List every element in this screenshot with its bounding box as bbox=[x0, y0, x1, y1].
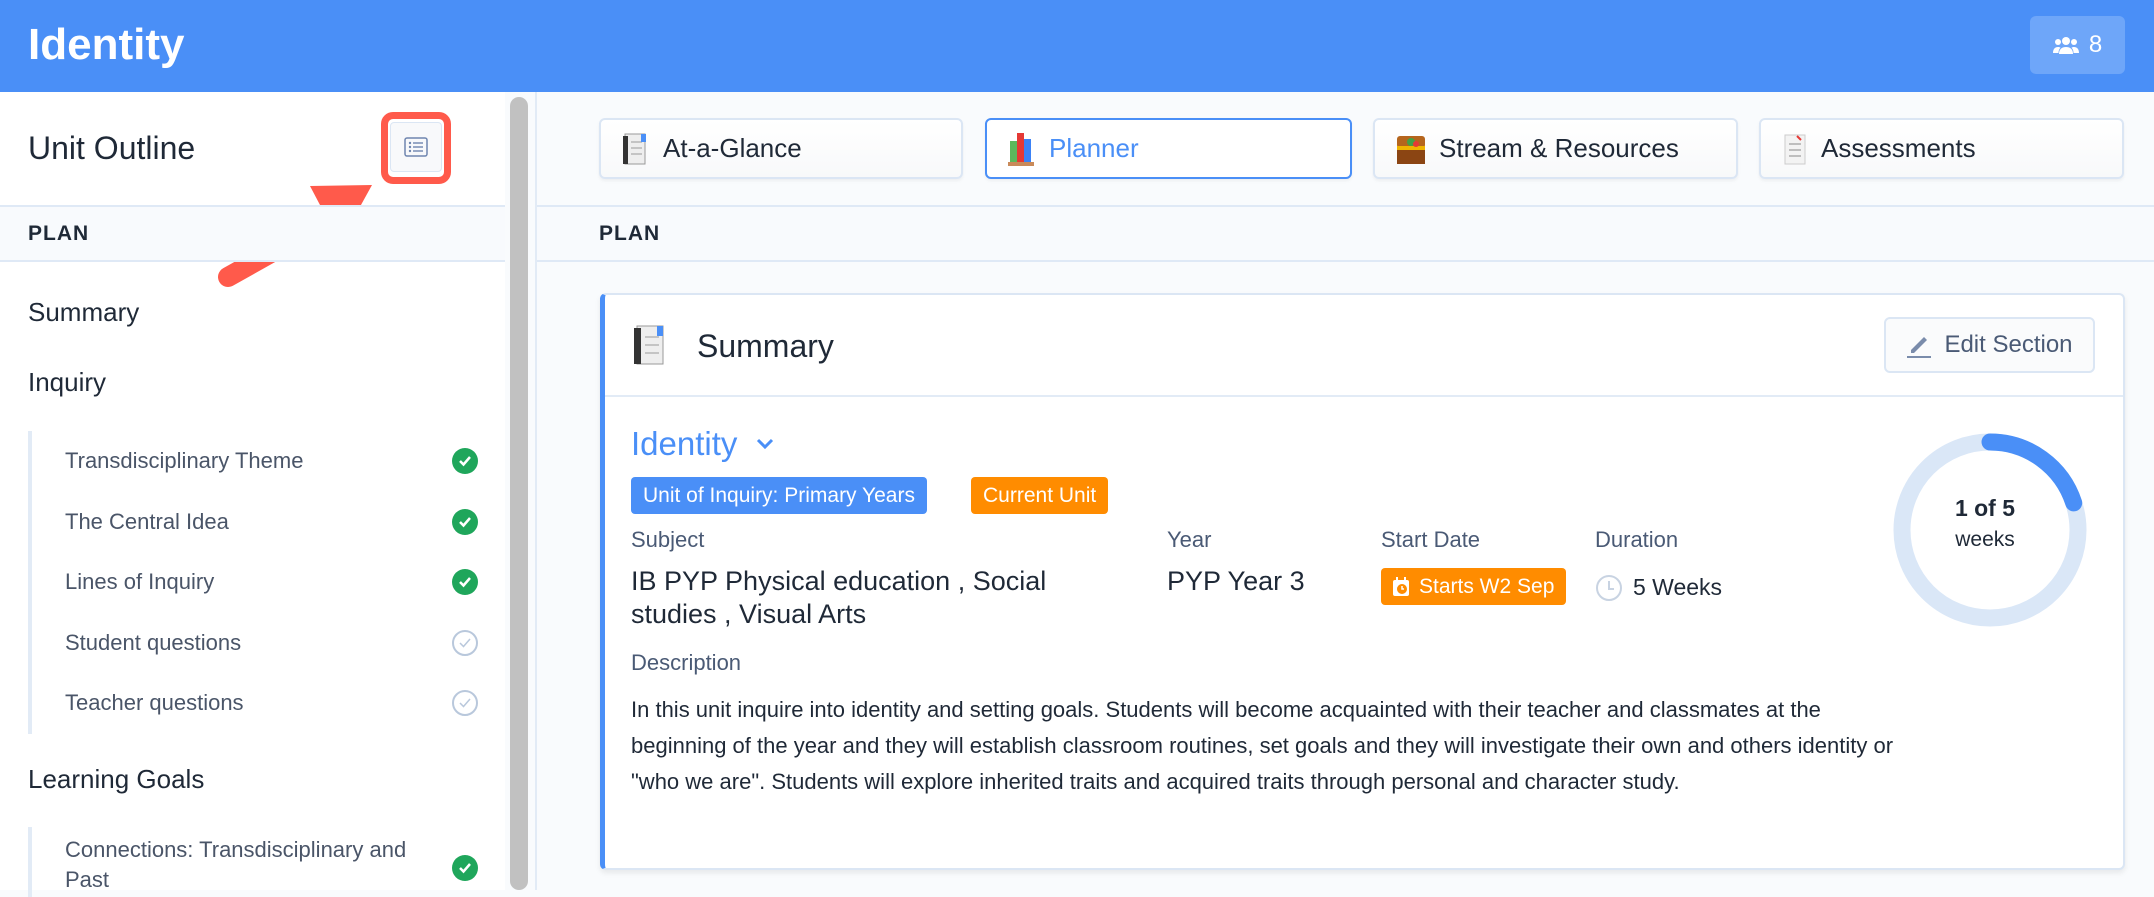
program-badge: Unit of Inquiry: Primary Years bbox=[631, 477, 927, 514]
tab-stream-resources[interactable]: Stream & Resources bbox=[1373, 118, 1738, 179]
subitem-label: The Central Idea bbox=[65, 508, 229, 534]
sidebar-title: Unit Outline bbox=[28, 130, 196, 166]
subitem-label: Connections: Transdisciplinary and Past bbox=[65, 837, 407, 892]
subitem-label: Teacher questions bbox=[65, 690, 244, 716]
tab-at-a-glance[interactable]: At-a-Glance bbox=[599, 118, 963, 179]
sidebar-subitem[interactable]: The Central Idea bbox=[32, 492, 478, 553]
sidebar-subitem[interactable]: Lines of Inquiry bbox=[32, 552, 478, 613]
clock-icon bbox=[1596, 574, 1622, 601]
sidebar-subitem[interactable]: Teacher questions bbox=[32, 673, 478, 734]
duration-label: Duration bbox=[1595, 527, 1679, 552]
subject-label: Subject bbox=[631, 527, 705, 552]
sidebar-subitem[interactable]: Connections: Transdisciplinary and Past bbox=[32, 827, 478, 895]
sidebar-item-inquiry[interactable]: Inquiry bbox=[28, 367, 107, 397]
outline-toggle-button[interactable] bbox=[390, 122, 442, 172]
inquiry-subitems: Transdisciplinary Theme The Central Idea… bbox=[28, 431, 478, 734]
check-incomplete-icon bbox=[452, 629, 478, 656]
divider bbox=[535, 92, 537, 890]
year-label: Year bbox=[1167, 527, 1212, 552]
progress-arc bbox=[1893, 433, 2087, 627]
pencil-icon bbox=[1907, 337, 1932, 358]
subitem-label: Lines of Inquiry bbox=[65, 569, 215, 595]
progress-unit: weeks bbox=[1955, 528, 2015, 551]
members-button[interactable]: 8 bbox=[2030, 16, 2125, 74]
sidebar-item-learning-goals[interactable]: Learning Goals bbox=[28, 764, 205, 794]
summary-card: Summary Edit Section Identity Unit of In… bbox=[600, 293, 2125, 870]
learning-goals-subitems: Connections: Transdisciplinary and Past bbox=[28, 827, 478, 897]
check-complete-icon bbox=[452, 855, 478, 881]
sidebar-scrollbar[interactable] bbox=[510, 97, 528, 890]
duration-value: 5 Weeks bbox=[1595, 571, 1722, 604]
members-count: 8 bbox=[2088, 31, 2103, 58]
card-header: Summary Edit Section bbox=[605, 295, 2123, 397]
unit-outline-sidebar: Unit Outline PLAN Summary Inquiry Transd… bbox=[0, 92, 505, 897]
description-label: Description bbox=[631, 650, 742, 675]
start-date-label: Start Date bbox=[1381, 527, 1481, 552]
edit-section-button[interactable]: Edit Section bbox=[1884, 317, 2095, 373]
check-complete-icon bbox=[452, 569, 478, 596]
sidebar-subitem[interactable]: Student questions bbox=[32, 613, 478, 674]
progress-label: 1 of 5 weeks bbox=[1920, 495, 2050, 552]
subitem-label: Student questions bbox=[65, 629, 242, 655]
card-title: Summary bbox=[697, 328, 834, 364]
sidebar-section-plan: PLAN bbox=[0, 205, 505, 262]
list-icon bbox=[404, 137, 428, 157]
tab-label: At-a-Glance bbox=[663, 133, 802, 163]
progress-count: 1 of 5 bbox=[1954, 495, 2016, 521]
tab-label: Planner bbox=[1049, 133, 1139, 163]
tab-assessments[interactable]: Assessments bbox=[1759, 118, 2124, 179]
tab-label: Assessments bbox=[1821, 133, 1976, 163]
current-unit-badge: Current Unit bbox=[971, 477, 1109, 514]
subitem-label: Transdisciplinary Theme bbox=[65, 448, 304, 474]
main-section-plan: PLAN bbox=[537, 205, 2154, 262]
year-value: PYP Year 3 bbox=[1167, 566, 1305, 596]
highlight-annotation bbox=[381, 112, 451, 184]
duration-text: 5 Weeks bbox=[1633, 574, 1723, 600]
subject-value: IB PYP Physical education , Social studi… bbox=[631, 566, 1047, 629]
sidebar-item-summary[interactable]: Summary bbox=[28, 297, 140, 327]
chevron-down-icon bbox=[757, 438, 774, 450]
calendar-clock-icon bbox=[1393, 576, 1409, 596]
notebook-icon bbox=[623, 133, 646, 164]
tab-planner[interactable]: Planner bbox=[985, 118, 1352, 179]
treasure-chest-icon bbox=[1397, 135, 1425, 164]
sidebar-subitem[interactable]: Transdisciplinary Theme bbox=[32, 431, 478, 492]
start-date-value: Starts W2 Sep bbox=[1419, 575, 1555, 598]
check-complete-icon bbox=[452, 508, 478, 535]
check-complete-icon bbox=[452, 448, 478, 475]
books-icon bbox=[1008, 132, 1034, 166]
unit-title: Identity bbox=[28, 20, 185, 69]
checklist-icon bbox=[1784, 134, 1806, 164]
edit-label: Edit Section bbox=[1944, 331, 2073, 358]
progress-ring bbox=[1893, 433, 2087, 627]
notebook-icon bbox=[634, 325, 664, 365]
start-date-badge: Starts W2 Sep bbox=[1381, 568, 1567, 605]
check-incomplete-icon bbox=[452, 690, 478, 717]
app-header: Identity 8 bbox=[0, 0, 2154, 92]
description-text: In this unit inquire into identity and s… bbox=[631, 697, 1894, 794]
users-icon bbox=[2052, 37, 2079, 54]
unit-selector[interactable]: Identity bbox=[631, 425, 775, 463]
unit-name: Identity bbox=[631, 425, 738, 462]
tab-label: Stream & Resources bbox=[1439, 133, 1679, 163]
